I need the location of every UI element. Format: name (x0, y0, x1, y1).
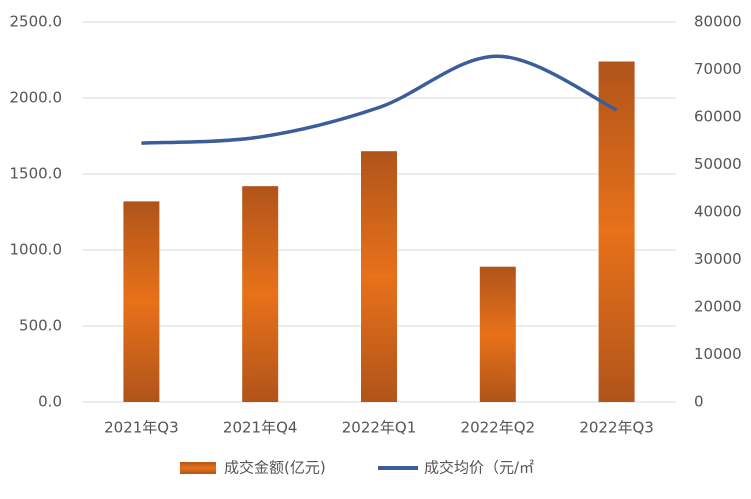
y2-tick-label: 20000 (694, 298, 742, 316)
y2-tick-label: 10000 (694, 345, 742, 363)
y-tick-label: 0.0 (38, 393, 62, 411)
y2-tick-label: 50000 (694, 155, 742, 173)
x-tick-label: 2021年Q4 (223, 419, 298, 437)
legend-label: 成交金额(亿元) (224, 459, 326, 477)
y-tick-label: 2000.0 (10, 89, 63, 107)
y-tick-label: 1500.0 (10, 165, 63, 183)
bar (242, 186, 279, 402)
x-tick-label: 2022年Q1 (342, 419, 417, 437)
bar (123, 201, 160, 402)
y2-tick-label: 80000 (694, 13, 742, 31)
y2-tick-label: 40000 (694, 203, 742, 221)
legend-swatch (180, 462, 216, 474)
x-tick-label: 2022年Q2 (461, 419, 536, 437)
x-tick-label: 2021年Q3 (104, 419, 179, 437)
y-tick-label: 500.0 (19, 317, 62, 335)
y2-tick-label: 70000 (694, 60, 742, 78)
line (141, 54, 618, 145)
bar (361, 151, 397, 402)
bar (598, 61, 635, 403)
y2-tick-label: 60000 (694, 108, 742, 126)
y-tick-label: 1000.0 (10, 241, 63, 259)
y2-tick-label: 0 (694, 393, 704, 411)
legend-label: 成交均价（元/㎡ (424, 459, 534, 477)
y-tick-label: 2500.0 (10, 13, 63, 31)
x-tick-label: 2022年Q3 (579, 419, 654, 437)
y2-tick-label: 30000 (694, 250, 742, 268)
bar (479, 266, 516, 402)
